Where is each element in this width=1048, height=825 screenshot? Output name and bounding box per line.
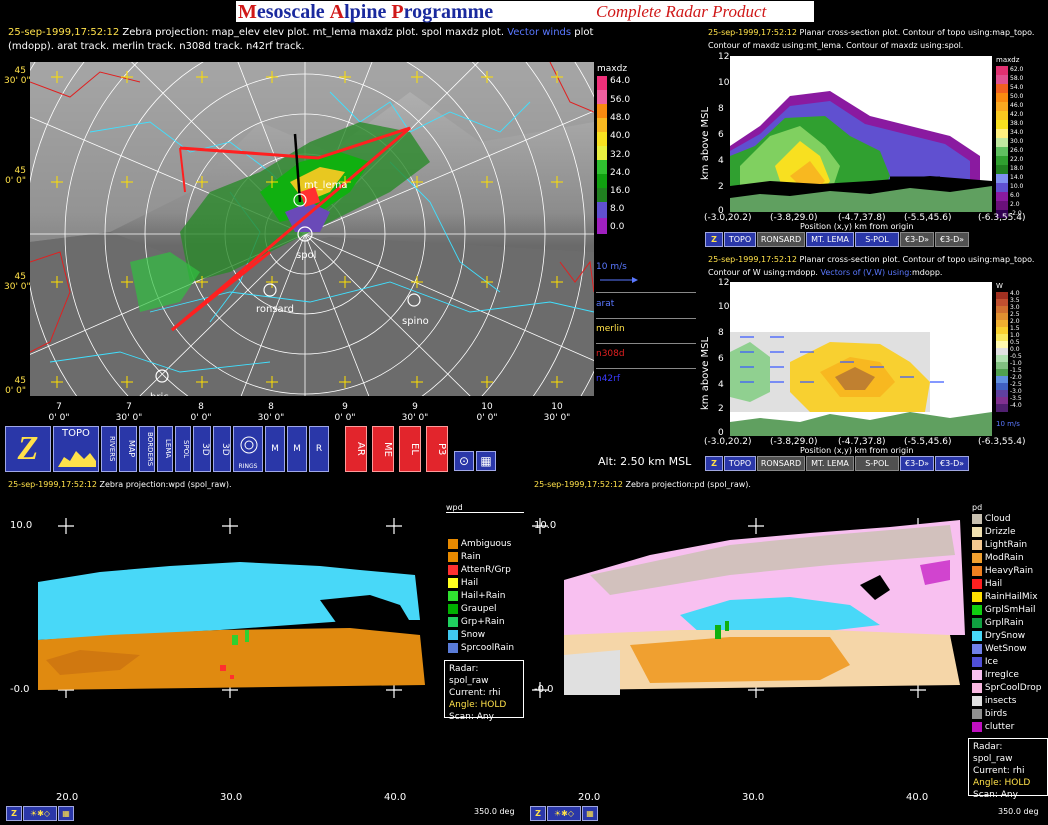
xsec-bot-xtitle: Position (x,y) km from origin [800,446,914,455]
map-colorbar-title: maxdz [597,64,628,74]
title-banner: Mesoscale Alpine Programme Complete Rada… [236,1,814,23]
xsec-top-mtlema-button[interactable]: MT. LEMA [806,232,854,247]
rhi-right-grid-button[interactable]: ▦ [582,806,598,821]
xsec-top-xtitle: Position (x,y) km from origin [800,222,914,231]
svg-text:spol: spol [296,250,316,261]
xsec-top-topo-button[interactable]: TOPO [724,232,756,247]
xsec-top-ylabel: km above MSL [700,106,711,180]
rhi-left-ytick-bottom: -0.0 [10,684,30,695]
rhi-left-plot[interactable] [20,510,440,710]
xsec-bot-ylabel: km above MSL [700,336,711,410]
m-button[interactable]: M [265,426,285,472]
xsec-bot-z-button[interactable]: Z [705,456,723,471]
svg-text:spino: spino [402,316,429,327]
rhi-right-header: 25-sep-1999,17:52:12 Zebra projection:pd… [534,480,751,489]
rhi-left-header: 25-sep-1999,17:52:12 Zebra projection:wp… [8,480,232,489]
map-header: 25-sep-1999,17:52:12 Zebra projection: m… [8,27,594,52]
rhi-right-info-box: Radar: spol_raw Current: rhi Angle: HOLD… [968,738,1048,800]
borders-button[interactable]: BORDERS [139,426,155,472]
rhi-left-z-button[interactable]: Z [6,806,22,821]
lat-label: 45 0' 0" [5,166,26,186]
rhi-right-overlay-button[interactable]: ☀✱◇ [547,806,581,821]
site-label: mt_lema [304,180,347,191]
svg-text:ronsard: ronsard [256,304,294,315]
xsec-bot-vector-label: 10 m/s [996,420,1020,428]
lat-label: 45 0' 0" [5,376,26,396]
3d-button[interactable]: 3D [193,426,211,472]
svg-text:bric: bric [150,392,169,396]
altitude-readout: Alt: 2.50 km MSL [598,455,692,468]
p3-button[interactable]: P3 [426,426,448,472]
map-colorbar [597,76,607,234]
zebra-z-button[interactable]: Z [5,426,51,472]
rhi-right-legend-title: pd [972,503,983,512]
xsec-top-ronsard-button[interactable]: RONSARD [757,232,805,247]
xsec-top-header: 25-sep-1999,17:52:12 Planar cross-sectio… [708,28,1035,50]
grid-button[interactable]: ▦ [476,451,496,471]
xsec-top-z-button[interactable]: Z [705,232,723,247]
banner-subtitle: Complete Radar Product [596,2,767,21]
xsec-top-3d-button-2[interactable]: €3-D» [935,232,969,247]
lat-label: 45 30' 0" [4,272,31,292]
xsec-top-3d-button[interactable]: €3-D» [900,232,934,247]
rhi-right-z-button[interactable]: Z [530,806,546,821]
xsec-bot-cb-title: W [996,282,1003,290]
xsec-bot-3d-button-2[interactable]: €3-D» [935,456,969,471]
spol-button[interactable]: SPOL [175,426,191,472]
rivers-button[interactable]: RIVERS [101,426,117,472]
xsec-bot-mtlema-button[interactable]: MT. LEMA [806,456,854,471]
rhi-right-ytick-bottom: -0.0 [534,684,554,695]
3d-button-2[interactable]: 3D [213,426,231,472]
lat-label: 45 30' 0" [4,66,31,86]
rhi-right-plot[interactable] [530,505,968,715]
grid-crosses [51,71,563,388]
rhi-right-azimuth: 350.0 deg [998,807,1039,816]
rhi-left-overlay-button[interactable]: ☀✱◇ [23,806,57,821]
rhi-left-ytick-top: 10.0 [10,520,33,531]
rhi-left-grid-button[interactable]: ▦ [58,806,74,821]
xsec-top-spol-button[interactable]: S-POL [855,232,899,247]
arat-button[interactable]: AR [345,426,367,472]
xsec-bot-spol-button[interactable]: S-POL [855,456,899,471]
xsec-top-plot [730,56,992,212]
target-button[interactable]: ⊙ [454,451,474,471]
xsec-bot-ronsard-button[interactable]: RONSARD [757,456,805,471]
xsec-top-colorbar [996,66,1008,218]
xsec-bot-header: 25-sep-1999,17:52:12 Planar cross-sectio… [708,255,1035,277]
rings-button[interactable]: RINGS [233,426,263,472]
rhi-right-ytick-top: 10.0 [534,520,557,531]
xsec-top-cb-title: maxdz [996,56,1020,64]
xsec-bot-3d-button[interactable]: €3-D» [900,456,934,471]
m-button-2[interactable]: M [287,426,307,472]
radar-map[interactable]: mt_lema spol ronsard spino bric [30,62,594,396]
merlin-button[interactable]: ME [372,426,394,472]
electra-button[interactable]: EL [399,426,421,472]
topo-button[interactable]: TOPO [53,426,99,472]
rhi-left-azimuth: 350.0 deg [474,807,515,816]
xsec-bot-plot [730,282,992,436]
rings-icon [240,436,258,454]
map-button[interactable]: MAP [119,426,137,472]
lema-button[interactable]: LEMA [157,426,173,472]
rhi-left-info-box: Radar: spol_raw Current: rhi Angle: HOLD… [444,660,524,722]
xsec-bot-colorbar [996,292,1008,412]
rhi-left-legend-title: wpd [446,503,463,512]
aircraft-tracks [171,126,411,332]
xsec-bot-topo-button[interactable]: TOPO [724,456,756,471]
r-button[interactable]: R [309,426,329,472]
